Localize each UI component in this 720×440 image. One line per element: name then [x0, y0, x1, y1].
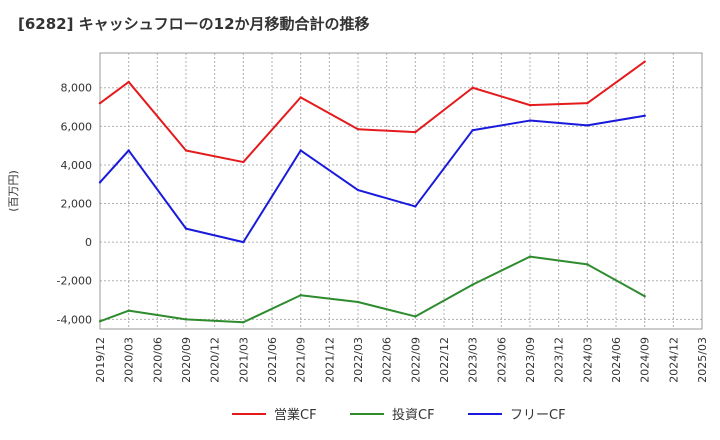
- legend-label: 営業CF: [274, 407, 317, 423]
- x-tick-label: 2023/03: [467, 337, 480, 383]
- chart-title: [6282] キャッシュフローの12か月移動合計の推移: [18, 15, 370, 33]
- x-tick-label: 2021/12: [323, 337, 336, 383]
- x-tick-label: 2022/12: [438, 337, 451, 383]
- data-point: [471, 283, 474, 286]
- data-point: [643, 114, 646, 117]
- x-tick-label: 2021/03: [237, 337, 250, 383]
- data-point: [127, 309, 130, 312]
- data-point: [356, 188, 360, 192]
- plot-frame: [99, 52, 703, 330]
- data-point: [98, 101, 102, 105]
- data-point: [98, 181, 102, 184]
- data-point: [414, 205, 417, 208]
- data-point: [414, 315, 417, 318]
- data-point: [528, 119, 532, 122]
- x-tick-label: 2023/09: [524, 337, 537, 383]
- data-point: [299, 96, 302, 99]
- data-point: [299, 149, 302, 152]
- x-tick-label: 2022/06: [381, 337, 394, 383]
- data-point: [184, 318, 188, 321]
- x-tick-label: 2023/12: [553, 337, 566, 383]
- series-line-1: [99, 255, 646, 324]
- x-tick-label: 2020/09: [180, 337, 193, 383]
- x-tick-label: 2024/03: [581, 337, 594, 383]
- y-tick-label: -4,000: [57, 313, 92, 326]
- data-point: [242, 160, 245, 164]
- grid-lines: [100, 53, 702, 329]
- data-point: [471, 86, 474, 89]
- legend: 営業CF 投資CF フリーCF: [232, 407, 566, 423]
- series-lines: [98, 60, 646, 324]
- y-tick-label: 2,000: [61, 198, 93, 211]
- data-point: [643, 294, 646, 298]
- data-point: [242, 321, 245, 324]
- y-axis-label: (百万円): [7, 170, 20, 212]
- data-point: [184, 227, 188, 230]
- data-point: [528, 103, 532, 107]
- x-tick-label: 2020/06: [151, 337, 164, 383]
- data-point: [299, 294, 302, 297]
- series-line-2: [99, 114, 645, 244]
- x-tick-label: 2021/09: [295, 337, 308, 383]
- x-tick-label: 2021/06: [266, 337, 279, 383]
- data-point: [356, 300, 360, 304]
- data-point: [127, 80, 130, 84]
- y-axis: -4,000 -2,000 0 2,000 4,000 6,000 8,000: [57, 82, 92, 327]
- legend-label: 投資CF: [392, 407, 435, 423]
- y-tick-label: -2,000: [57, 275, 92, 288]
- x-tick-label: 2023/06: [495, 337, 508, 383]
- data-point: [127, 149, 130, 152]
- x-tick-label: 2022/09: [409, 337, 422, 383]
- x-tick-label: 2024/12: [667, 337, 680, 383]
- data-point: [471, 129, 474, 132]
- x-tick-label: 2025/03: [696, 337, 709, 383]
- y-tick-label: 0: [85, 236, 92, 249]
- data-point: [356, 128, 360, 131]
- y-tick-label: 8,000: [61, 82, 93, 95]
- data-point: [184, 149, 188, 152]
- x-tick-label: 2019/12: [94, 337, 107, 383]
- data-point: [586, 263, 589, 266]
- data-point: [643, 60, 646, 63]
- x-tick-label: 2022/03: [352, 337, 365, 383]
- data-point: [586, 101, 589, 105]
- x-tick-label: 2024/09: [639, 337, 652, 383]
- data-point: [242, 240, 245, 244]
- x-tick-label: 2024/06: [610, 337, 623, 383]
- data-point: [414, 130, 417, 134]
- x-axis: 2019/12 2020/03 2020/06 2020/09 2020/12 2021/…: [94, 337, 709, 383]
- y-tick-label: 6,000: [61, 120, 93, 133]
- x-tick-label: 2020/12: [209, 337, 222, 383]
- y-tick-label: 4,000: [61, 159, 93, 172]
- data-point: [98, 320, 102, 323]
- x-tick-label: 2020/03: [123, 337, 136, 383]
- data-point: [528, 255, 532, 258]
- data-point: [586, 124, 589, 127]
- legend-label: フリーCF: [510, 408, 566, 423]
- series-line-0: [99, 60, 646, 164]
